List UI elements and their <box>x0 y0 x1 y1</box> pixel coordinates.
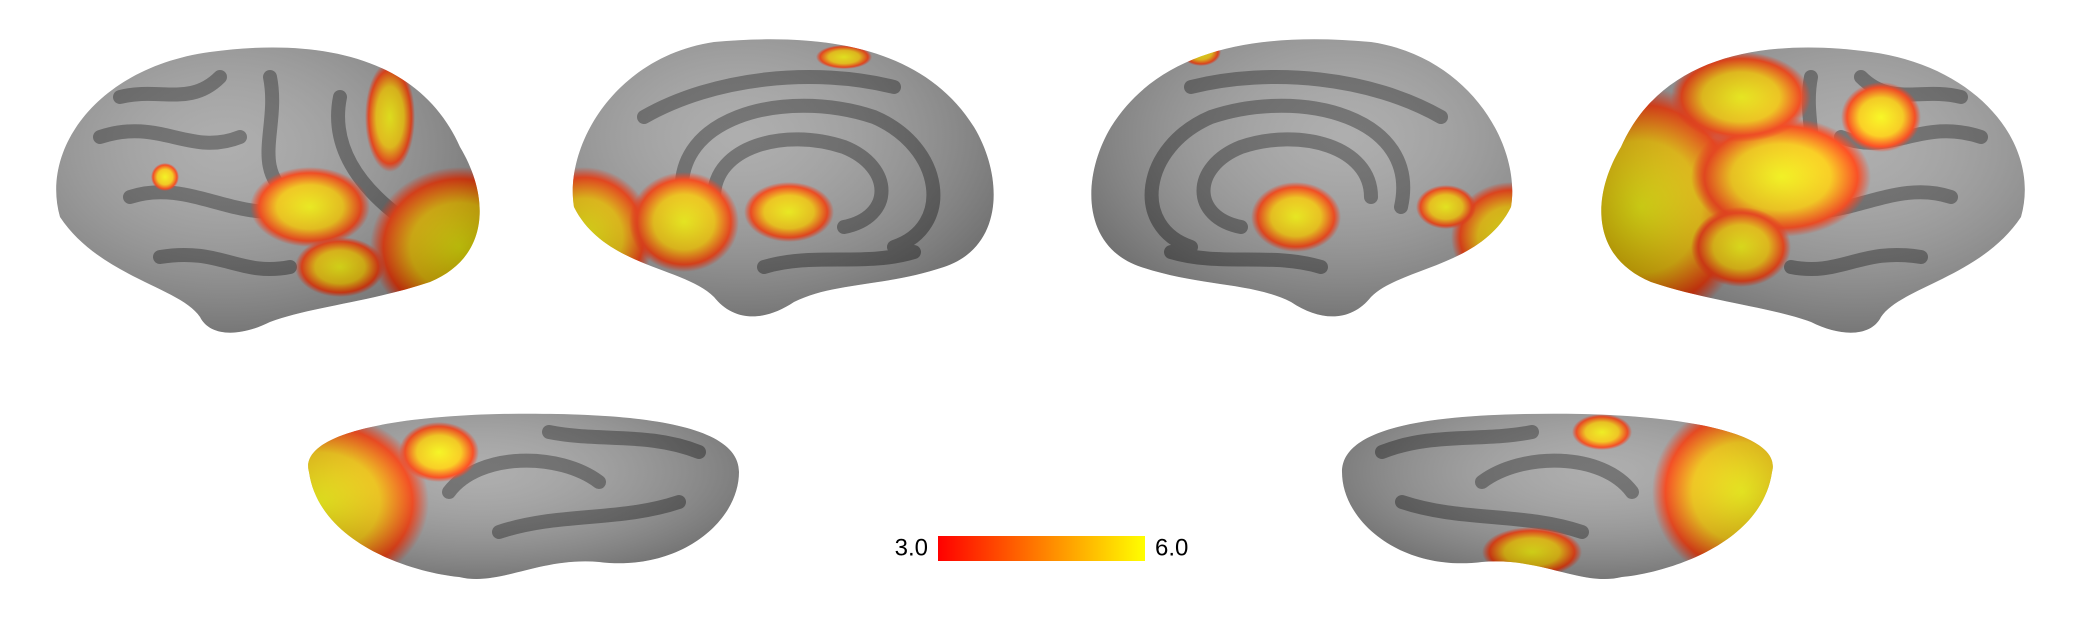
brain-medial-right <box>1091 39 1513 317</box>
brain-lateral-right <box>1601 47 2025 333</box>
brain-medial-left <box>572 39 994 317</box>
brain-ventral-right <box>1342 413 1773 580</box>
colorbar-label: 6.0 <box>1155 534 1188 561</box>
brain-lateral-left <box>56 47 480 333</box>
colorbar <box>938 536 1145 561</box>
colorbar-label: 3.0 <box>895 534 928 561</box>
brain-ventral-left <box>308 413 739 580</box>
